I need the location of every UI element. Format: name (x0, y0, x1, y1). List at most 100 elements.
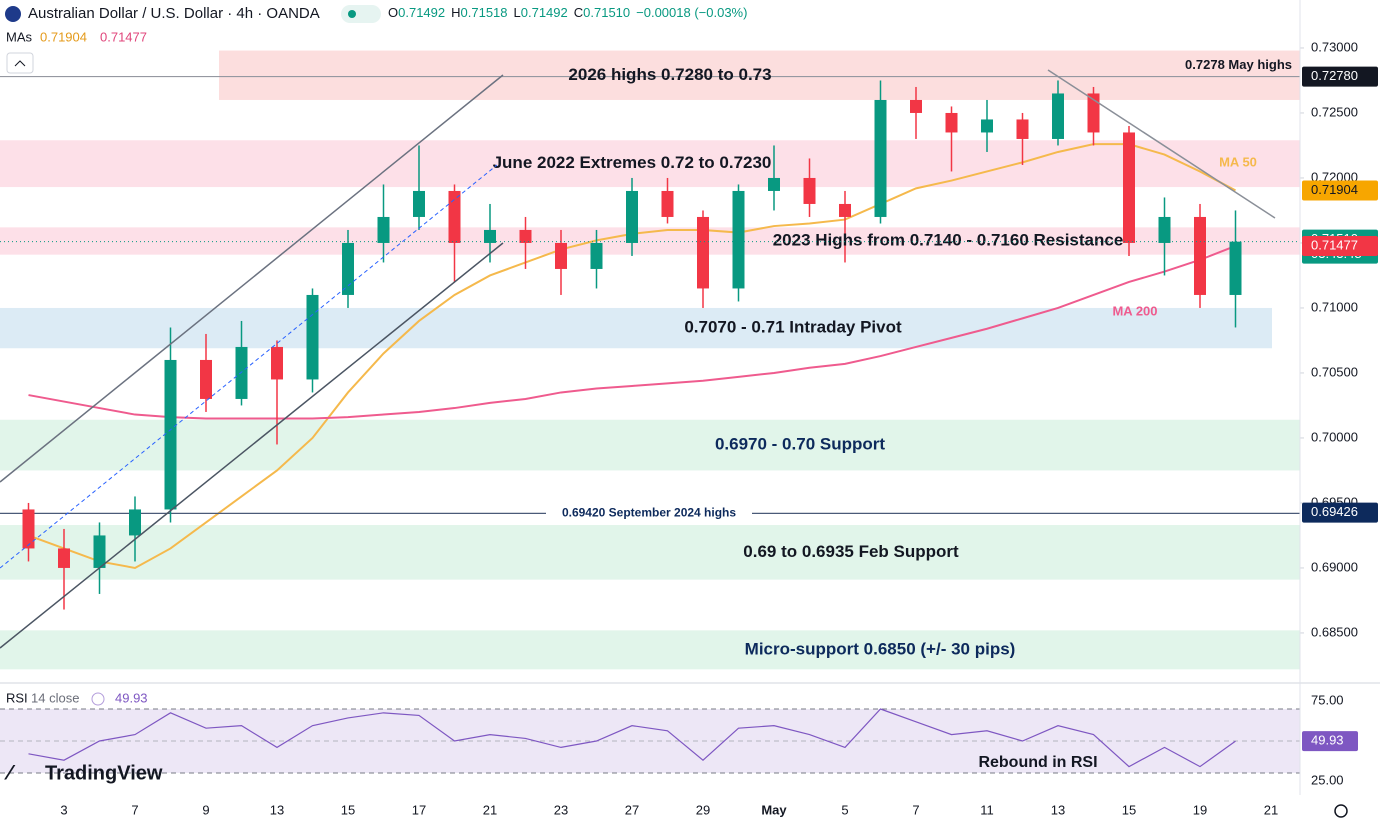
hline-tag-bg (1302, 502, 1378, 523)
x-tick-label: 15 (341, 802, 355, 817)
candle-body (803, 177, 816, 204)
main-pane (0, 50, 1300, 670)
status-dot (348, 10, 356, 18)
candle-body (1016, 119, 1029, 139)
mas-label: MAs (6, 29, 33, 44)
candle-body (93, 535, 106, 568)
x-tick-label: 13 (1051, 802, 1065, 817)
x-tick-label: 3 (60, 802, 67, 817)
settings-icon[interactable] (1334, 804, 1348, 818)
change: −0.00018 (−0.03%) (636, 5, 747, 20)
rsi-title: RSI (6, 690, 28, 705)
candle-body (271, 346, 283, 380)
candle-body (839, 203, 851, 217)
ma50-tag: 0.71904 (1311, 182, 1358, 197)
rsi-tag: 49.93 (1311, 733, 1344, 748)
y-tick-label: 0.72500 (1311, 104, 1358, 119)
candle-body (129, 509, 141, 536)
candle-body (874, 99, 887, 217)
candle-body (945, 112, 958, 133)
x-tick-label: 17 (412, 802, 426, 817)
zone (0, 140, 1300, 188)
x-tick-label: 21 (483, 802, 497, 817)
ma-line (28, 245, 1236, 420)
ohlc-key: C (574, 5, 583, 20)
ohlc-value: 0.71518 (461, 5, 508, 20)
zone-label: 0.7070 - 0.71 Intraday Pivot (684, 318, 902, 337)
candle-body (1229, 241, 1242, 295)
candle-body (590, 242, 603, 269)
status-pill (341, 5, 381, 23)
candle-body (342, 242, 354, 295)
zone-label: Micro-support 0.6850 (+/- 30 pips) (745, 639, 1016, 658)
x-tick-label: 21 (1264, 802, 1278, 817)
rsi-tag-bg (1302, 731, 1358, 752)
candle-body (413, 190, 425, 217)
channel-mid (0, 164, 498, 569)
candle-body (661, 190, 674, 217)
y-tick-label: 0.71000 (1311, 299, 1358, 314)
x-tick-label: 13 (270, 802, 284, 817)
y-tick-label: 0.69000 (1311, 559, 1358, 574)
channel-upper (0, 74, 504, 483)
candle-body (22, 509, 35, 549)
x-tick-label: 15 (1122, 802, 1136, 817)
trendlines (0, 69, 1276, 649)
candle-body (306, 294, 319, 380)
candle-body (448, 190, 461, 243)
ohlc: O0.71492 H0.71518 L0.71492 C0.71510 −0.00018… (388, 5, 747, 20)
candle-body (697, 216, 709, 289)
zone (0, 525, 1300, 580)
ma200-value: 0.71477 (100, 29, 147, 44)
ma50-value: 0.71904 (40, 29, 87, 44)
logo-text: TradingView (45, 762, 163, 784)
hline-tag: 0.72780 (1311, 68, 1358, 83)
candle-body (1194, 216, 1206, 295)
x-tick-label: 7 (131, 802, 138, 817)
collapse-icon (14, 60, 26, 67)
collapse-button[interactable] (6, 52, 34, 74)
candle-body (1087, 93, 1100, 133)
ohlc-value: 0.71492 (398, 5, 445, 20)
hline-tag-bg (1302, 66, 1378, 87)
symbol: Australian Dollar / U.S. Dollar · 4h · O… (28, 5, 320, 22)
hline-label: 0.7278 May highs (1185, 57, 1292, 72)
downtrend-line (1047, 69, 1276, 219)
x-tick-label: 29 (696, 802, 710, 817)
ohlc-key: H (451, 5, 460, 20)
x-tick-label: 7 (912, 802, 919, 817)
ohlc-key: L (514, 5, 521, 20)
rsi-annotation: Rebound in RSI (978, 754, 1097, 771)
rsi-tick-label: 25.00 (1311, 772, 1344, 787)
candle-body (58, 548, 70, 568)
zone (0, 307, 1272, 349)
x-tick-label: 23 (554, 802, 568, 817)
overlay: 2026 highs 0.7280 to 0.73 June 2022 Extre… (0, 39, 1378, 817)
candle-body (1123, 132, 1135, 243)
rsi-icon (91, 692, 105, 706)
candle-body (1158, 216, 1171, 243)
ma-name: MA 200 (1112, 303, 1157, 318)
x-tick-label: 27 (625, 802, 639, 817)
candle-body (1052, 93, 1064, 139)
hline-label-bg (546, 505, 752, 522)
rsi-value: 49.93 (115, 690, 148, 705)
rsi-pane (0, 708, 1300, 774)
zone (219, 50, 1300, 100)
ma-name: MA 50 (1219, 154, 1257, 169)
candle-body (164, 359, 177, 510)
candle-body (200, 359, 212, 399)
zone (0, 419, 1300, 471)
zone-label: 0.69 to 0.6935 Feb Support (743, 542, 959, 561)
y-tick-label: 0.70500 (1311, 364, 1358, 379)
x-tick-label: 5 (841, 802, 848, 817)
x-tick-label: May (761, 802, 787, 817)
candle-body (484, 229, 496, 243)
ma200-tag: 0.71477 (1311, 237, 1358, 252)
candle-body (981, 119, 993, 133)
zone-label: 2026 highs 0.7280 to 0.73 (568, 65, 771, 84)
y-tick-label: 0.70000 (1311, 429, 1358, 444)
zone-label: 2023 Highs from 0.7140 - 0.7160 Resistan… (773, 230, 1124, 249)
